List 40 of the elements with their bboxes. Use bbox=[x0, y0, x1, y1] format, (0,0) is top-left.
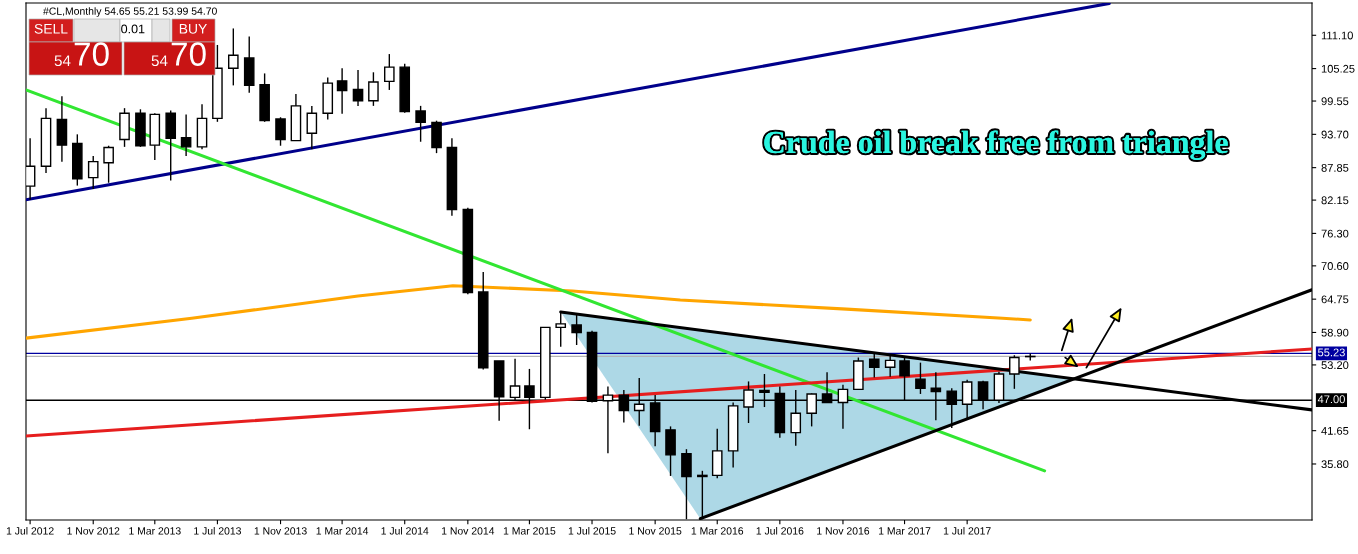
x-tick-label: 1 Nov 2015 bbox=[629, 527, 682, 535]
chart-subtitle: #CL,Monthly 54.65 55.21 53.99 54.70 bbox=[43, 7, 217, 17]
x-tick-label: 1 Mar 2015 bbox=[503, 527, 556, 535]
y-tick-label: 99.55 bbox=[1321, 97, 1349, 106]
y-tick-label: 82.15 bbox=[1321, 196, 1349, 205]
x-tick-label: 1 Nov 2014 bbox=[441, 527, 495, 535]
y-tick-label: 105.25 bbox=[1321, 64, 1355, 73]
x-tick-label: 1 Mar 2016 bbox=[691, 527, 744, 535]
y-tick-label: 70.60 bbox=[1321, 262, 1349, 270]
y-tick-label: 93.70 bbox=[1321, 130, 1349, 139]
y-tick-label: 111.10 bbox=[1321, 31, 1353, 40]
x-tick-label: 1 Mar 2014 bbox=[316, 527, 369, 535]
y-tick-label: 64.75 bbox=[1321, 295, 1349, 304]
ref-line-label: 55.23 bbox=[1318, 348, 1345, 357]
annotation: SELL bbox=[34, 23, 68, 34]
x-tick-label: 1 Jul 2013 bbox=[194, 526, 241, 535]
y-tick-label: 41.65 bbox=[1321, 426, 1349, 435]
y-tick-label: 35.80 bbox=[1321, 460, 1349, 469]
x-tick-label: 1 Jul 2016 bbox=[756, 526, 804, 535]
x-tick-label: 1 Jul 2014 bbox=[381, 526, 429, 535]
annotation: 70 bbox=[74, 42, 109, 66]
annotation: 70 bbox=[171, 42, 206, 66]
x-tick-label: 1 Mar 2017 bbox=[878, 527, 931, 535]
x-tick-label: 1 Mar 2013 bbox=[129, 527, 181, 535]
annotation: 0.01 bbox=[121, 24, 145, 34]
x-tick-label: 1 Jul 2012 bbox=[6, 526, 54, 535]
annotation: 54 bbox=[54, 55, 71, 67]
y-tick-label: 58.90 bbox=[1321, 328, 1349, 337]
x-tick-label: 1 Nov 2016 bbox=[817, 527, 870, 535]
y-tick-label: 76.30 bbox=[1321, 229, 1349, 238]
annotation: BUY bbox=[179, 24, 207, 34]
y-tick-label: 87.85 bbox=[1321, 163, 1349, 172]
text: Crude oil break free from triangle bbox=[764, 130, 1228, 160]
annotation: 54 bbox=[151, 55, 168, 67]
x-tick-label: 1 Nov 2013 bbox=[254, 527, 307, 535]
y-tick-label: 53.20 bbox=[1321, 361, 1349, 370]
x-tick-label: 1 Jul 2015 bbox=[568, 526, 616, 535]
x-tick-label: 1 Jul 2017 bbox=[943, 526, 991, 535]
x-tick-label: 1 Nov 2012 bbox=[67, 527, 120, 535]
ref-line-label: 47.00 bbox=[1317, 395, 1345, 404]
